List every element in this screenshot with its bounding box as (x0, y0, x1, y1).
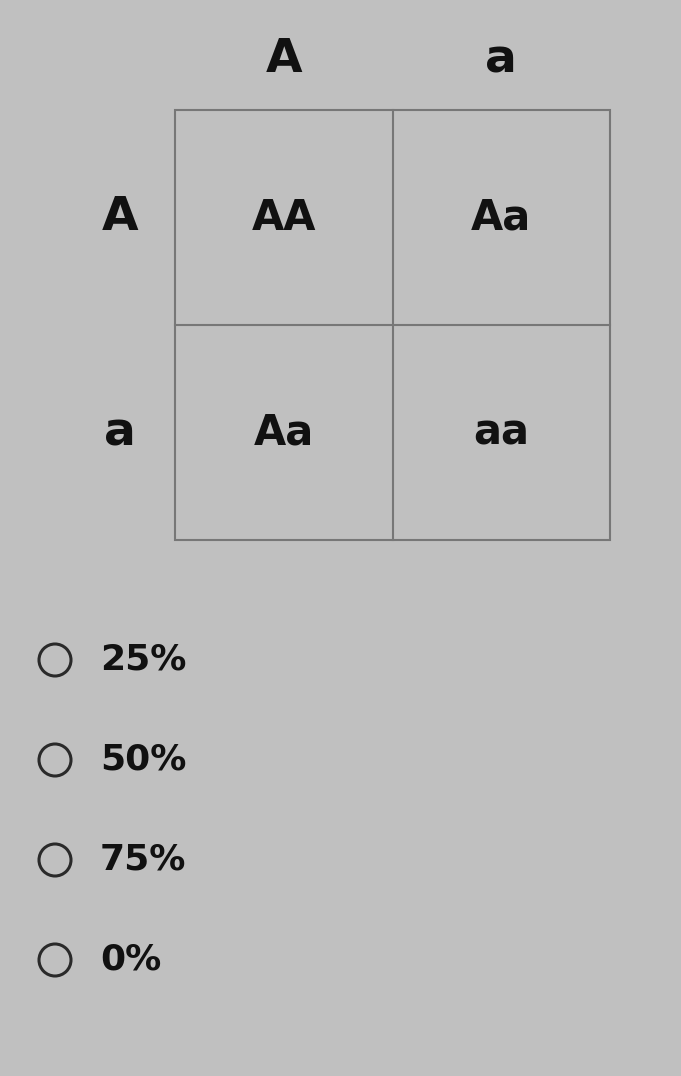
Text: 75%: 75% (100, 843, 187, 877)
Text: a: a (104, 410, 136, 455)
Text: aa: aa (473, 411, 529, 453)
Text: a: a (486, 38, 517, 83)
Text: Aa: Aa (253, 411, 314, 453)
Text: A: A (266, 38, 302, 83)
Bar (175, 110, 610, 540)
Text: 25%: 25% (100, 643, 187, 677)
Text: Aa: Aa (471, 197, 531, 239)
Text: A: A (101, 195, 138, 240)
Text: 50%: 50% (100, 744, 187, 777)
Text: 0%: 0% (100, 943, 161, 977)
Text: AA: AA (251, 197, 316, 239)
